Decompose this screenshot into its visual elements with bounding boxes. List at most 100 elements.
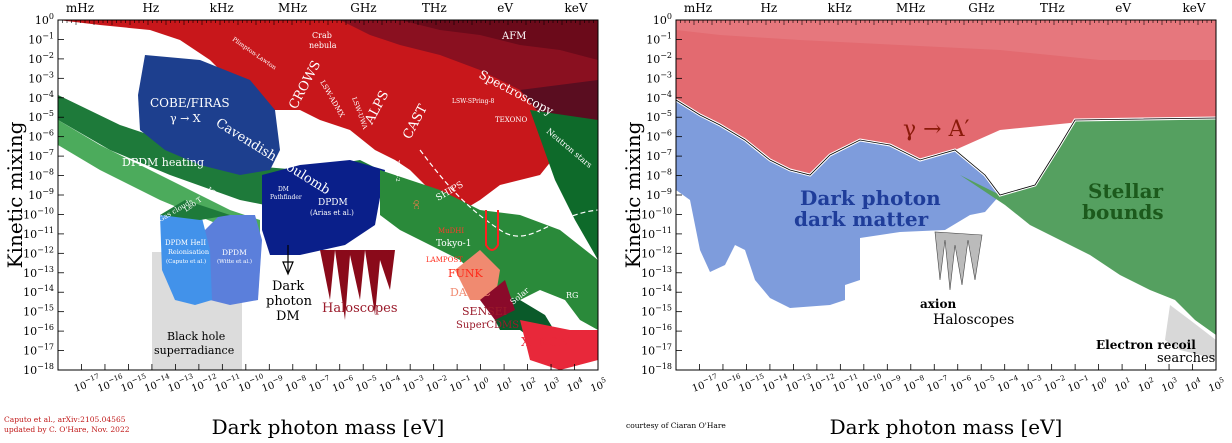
- x-tick-label: 10−4: [377, 374, 404, 395]
- y-tick-label: 10−11: [641, 226, 672, 241]
- label-jupiter: Jupiter: [95, 28, 124, 37]
- y-tick-label: 10−1: [646, 31, 672, 46]
- x-tick-label: 103: [541, 376, 562, 395]
- label-dpdm-2: dark matter: [794, 207, 929, 231]
- top-axis-label: Hz: [142, 1, 159, 15]
- top-axis-label: mHz: [684, 1, 712, 15]
- left-x-ticks: 10−1710−1610−1510−1410−1310−1210−1110−10…: [73, 364, 607, 395]
- left-y-axis-title: Kinetic mixing: [3, 121, 27, 268]
- top-axis-label: Hz: [760, 1, 777, 15]
- x-tick-label: 10−7: [924, 374, 950, 395]
- label-supermag-2: MAG: [84, 54, 107, 64]
- label-searches: searches: [1157, 351, 1215, 366]
- label-qc: QC: [412, 200, 419, 210]
- x-tick-label: 102: [1136, 376, 1157, 395]
- x-tick-label: 102: [518, 376, 539, 395]
- y-tick-label: 10−14: [23, 284, 54, 299]
- dpdm-witte-region: [195, 215, 262, 305]
- x-tick-label: 10−2: [424, 374, 450, 395]
- top-axis-label: eV: [497, 1, 513, 15]
- right-chart: 10−17 10−16 10−15 10−14 10−13 10−12 10−11 10−10…: [621, 1, 1227, 439]
- y-tick-label: 10−13: [641, 265, 672, 280]
- x-tick-label: 100: [1089, 376, 1110, 395]
- x-tick-label: 10−6: [330, 374, 357, 395]
- label-gamma-aprime: γ → A′: [903, 117, 969, 142]
- cobe-firas-region: [138, 55, 280, 175]
- y-tick-label: 10−5: [646, 109, 672, 124]
- stellar-bounds-region: [960, 118, 1216, 335]
- x-tick-label: 10−5: [353, 374, 379, 395]
- label-lsw-spring8: LSW-SPring-8: [452, 98, 495, 105]
- y-tick-label: 10−8: [646, 168, 672, 183]
- left-credit-line-2: updated by C. O'Hare, Nov. 2022: [4, 425, 130, 434]
- label-stellar-2: bounds: [1082, 200, 1164, 224]
- x-tick-label: 10−5: [971, 374, 997, 395]
- y-tick-label: 10−17: [641, 343, 672, 358]
- red-lab-region: [58, 20, 598, 215]
- x-tick-label: 10−1: [447, 374, 473, 395]
- x-tick-label: 10−12: [189, 372, 220, 395]
- label-mudhi: MuDHI: [438, 227, 464, 235]
- label-hb: HB: [540, 298, 553, 307]
- x-tick-label: 10−6: [948, 374, 975, 395]
- dark-photon-dm-region: [676, 100, 1000, 308]
- y-tick-label: 100: [653, 12, 672, 27]
- label-tokyo2: Tokyo-2: [394, 160, 400, 182]
- right-y-axis-title: Kinetic mixing: [621, 121, 645, 268]
- label-gamma-x: γ → X: [170, 112, 201, 125]
- electron-recoil-region: [1165, 305, 1216, 360]
- label-dpdm-witte-2: (Witte et al.): [217, 258, 252, 265]
- y-tick-label: 10−18: [641, 362, 672, 377]
- label-texono: TEXONO: [495, 116, 528, 124]
- label-crab-2: nebula: [309, 41, 337, 50]
- y-tick-label: 10−2: [646, 51, 672, 66]
- left-credit-line-1: Caputo et al., arXiv:2105.04565: [4, 415, 126, 424]
- label-supercdms: SuperCDMS: [456, 320, 519, 331]
- y-tick-label: 10−11: [23, 226, 54, 241]
- y-tick-label: 10−4: [28, 90, 54, 105]
- x-tick-label: 104: [565, 376, 586, 395]
- y-tick-label: 10−16: [641, 323, 672, 338]
- y-tick-label: 10−6: [646, 129, 672, 144]
- label-dpdm-witte: DPDM: [222, 248, 247, 257]
- y-tick-label: 10−6: [28, 129, 54, 144]
- x-tick-label: 10−3: [400, 374, 426, 395]
- y-tick-label: 10−16: [23, 323, 54, 338]
- y-tick-label: 10−9: [646, 187, 672, 202]
- y-tick-label: 10−13: [23, 265, 54, 280]
- label-rg: RG: [566, 291, 578, 300]
- y-tick-label: 10−8: [28, 168, 54, 183]
- label-xenon: XENON: [521, 335, 569, 349]
- label-dpdm-arias: DPDM: [318, 198, 348, 208]
- label-dm-pathfinder: DM: [278, 186, 289, 193]
- label-cobe: COBE/FIRAS: [150, 96, 230, 110]
- top-axis-label: eV: [1115, 1, 1131, 15]
- top-axis-label: kHz: [210, 1, 234, 15]
- left-plot-regions: [58, 20, 598, 370]
- label-dpdm-heii: DPDM HeII: [165, 239, 206, 247]
- top-axis-label: MHz: [896, 1, 925, 15]
- label-crab: Crab: [312, 31, 332, 40]
- right-credit-line: courtesy of Ciaran O'Hare: [626, 421, 726, 430]
- right-haloscopes-region: [934, 231, 983, 291]
- label-funk: FUNK: [448, 267, 484, 280]
- x-tick-label: 10−8: [283, 374, 309, 395]
- y-tick-label: 10−15: [23, 304, 54, 319]
- label-right-haloscopes: Haloscopes: [933, 312, 1014, 328]
- y-tick-label: 10−2: [28, 51, 54, 66]
- label-dpdm-heating: DPDM heating: [122, 156, 204, 169]
- label-electron-recoil: Electron recoil: [1096, 338, 1196, 352]
- y-tick-label: 100: [35, 12, 54, 27]
- top-axis-label: kHz: [828, 1, 852, 15]
- y-tick-label: 10−4: [646, 90, 672, 105]
- right-plot-regions: [676, 20, 1216, 370]
- y-tick-label: 10−14: [641, 284, 672, 299]
- label-axion: axion: [920, 297, 956, 311]
- top-axis-label: THz: [1040, 1, 1065, 15]
- y-tick-label: 10−12: [23, 245, 54, 260]
- x-tick-label: 105: [1206, 376, 1227, 395]
- label-afm: AFM: [501, 31, 526, 42]
- stellar-lower-region: [380, 170, 598, 330]
- label-supermag: Super: [82, 44, 110, 54]
